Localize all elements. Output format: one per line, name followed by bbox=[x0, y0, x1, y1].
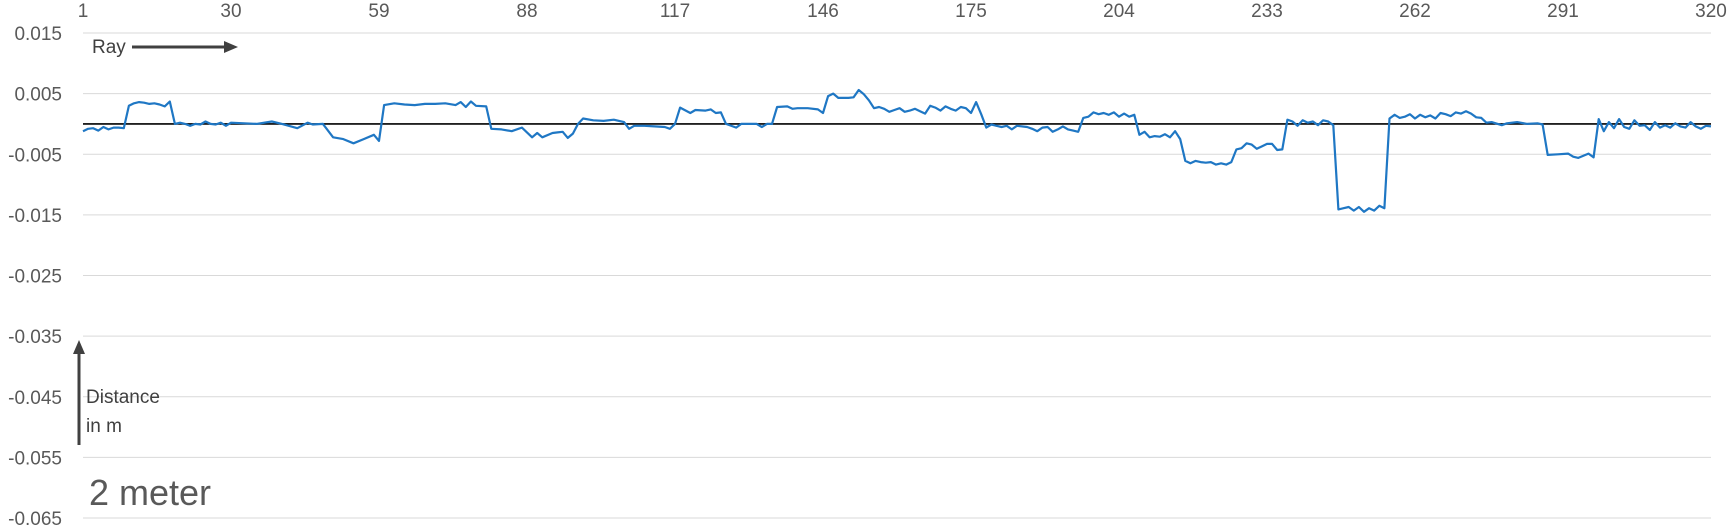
y-tick-label: -0.015 bbox=[8, 206, 62, 227]
x-tick-label: 320 bbox=[1695, 1, 1727, 22]
x-tick-label: 262 bbox=[1399, 1, 1431, 22]
distance-arrow-icon bbox=[73, 340, 85, 445]
x-tick-label: 88 bbox=[516, 1, 537, 22]
y-tick-label: 0.015 bbox=[14, 24, 62, 45]
gridlines bbox=[83, 32, 1711, 519]
y-tick-label: -0.035 bbox=[8, 327, 62, 348]
y-tick-label: 0.005 bbox=[14, 85, 62, 106]
y-tick-label: -0.045 bbox=[8, 388, 62, 409]
distance-label-line1: Distance bbox=[86, 387, 160, 408]
x-tick-label: 1 bbox=[78, 1, 89, 22]
ray-label: Ray bbox=[92, 37, 126, 58]
x-tick-label: 59 bbox=[368, 1, 389, 22]
y-tick-label: -0.005 bbox=[8, 145, 62, 166]
x-tick-label: 233 bbox=[1251, 1, 1283, 22]
distance-label-line2: in m bbox=[86, 416, 122, 437]
x-tick-label: 291 bbox=[1547, 1, 1579, 22]
series-line bbox=[82, 88, 1712, 213]
x-tick-label: 117 bbox=[660, 1, 690, 22]
x-axis-ticks: 1 30 59 88 117 146 175 204 233 262 291 320 bbox=[78, 1, 1727, 22]
ray-arrow-icon bbox=[132, 41, 238, 53]
x-tick-label: 175 bbox=[955, 1, 987, 22]
y-tick-label: -0.025 bbox=[8, 267, 62, 288]
y-axis-ticks: 0.015 0.005 -0.005 -0.015 -0.025 -0.035 -0.045… bbox=[8, 24, 62, 527]
x-tick-label: 204 bbox=[1103, 1, 1135, 22]
y-tick-label: -0.055 bbox=[8, 448, 62, 469]
x-tick-label: 146 bbox=[807, 1, 839, 22]
chart-subtitle: 2 meter bbox=[89, 472, 211, 513]
x-tick-label: 30 bbox=[220, 1, 241, 22]
y-tick-label: -0.065 bbox=[8, 509, 62, 527]
